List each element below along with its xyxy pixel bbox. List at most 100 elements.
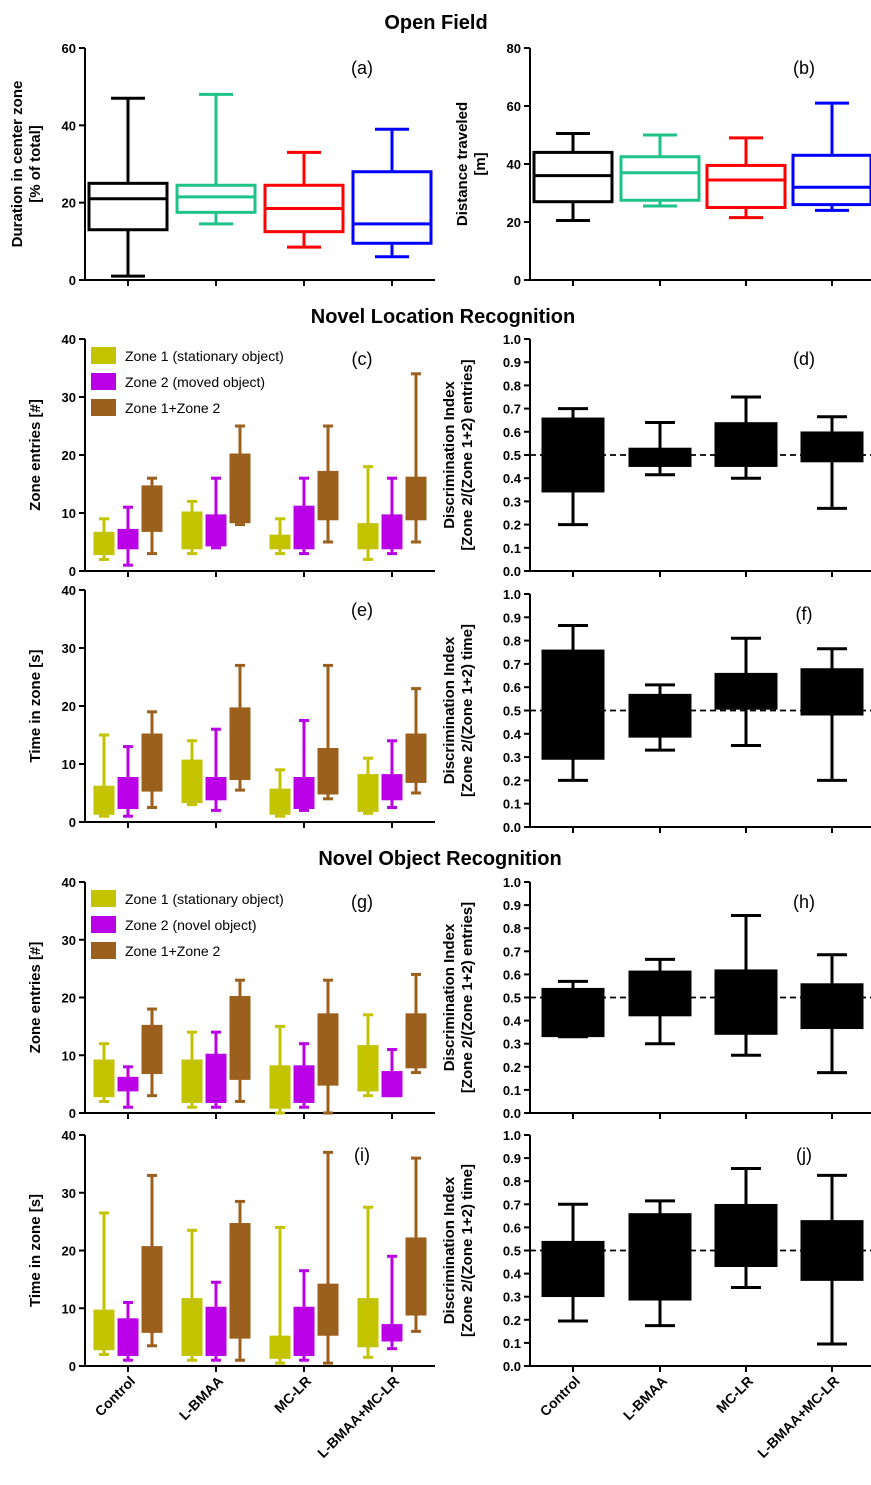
y-tick-label: 20 [62,699,76,714]
box-zone-2-l-bmaa-mc-lr [381,1254,403,1351]
y-tick-label: 1.0 [503,587,521,602]
box-l-bmaa [619,133,701,208]
box-iqr [141,485,163,532]
chart-panel: 0 20 40 60 Duration in center zone [% of tota… [9,41,435,288]
legend-label: Zone 1+Zone 2 [125,400,221,416]
box-zone-2-control [117,1300,139,1362]
y-axis-label: Discrimination Index [441,381,458,529]
box-zone-1-l-bmaa [181,499,203,556]
section-title-novel-location: Novel Location Recognition [311,306,575,328]
box-zone-2-mc-lr [293,1269,315,1362]
box-control [541,979,605,1039]
box-iqr [405,476,427,521]
box-iqr [541,1240,605,1298]
box-iqr [405,733,427,783]
panel-label: (j) [796,1145,812,1165]
y-tick-label: 20 [62,448,76,463]
box-iqr [181,511,203,550]
y-tick-label: 1.0 [503,332,521,347]
y-tick-label: 0.7 [503,657,521,672]
y-tick-label: 0.6 [503,680,521,695]
box-mc-lr [714,913,778,1057]
box-zone-2-control [117,745,139,818]
box-iqr [541,417,605,493]
box-zone-2-control [117,505,139,567]
box-iqr [93,1309,115,1351]
box-zone-1-zone-2-l-bmaa [229,1199,251,1362]
x-category-label: L-BMAA [620,1373,670,1423]
y-axis-label: Duration in center zone [9,81,26,248]
box-iqr [93,531,115,556]
y-tick-label: 40 [62,332,76,347]
box-zone-1-zone-2-l-bmaa-mc-lr [405,372,427,544]
box-iqr [628,970,692,1017]
box-iqr [205,514,227,547]
box-l-bmaa [628,957,692,1046]
panel-label: (e) [351,600,373,620]
y-tick-label: 0.9 [503,355,521,370]
panel-label: (g) [351,892,373,912]
y-tick-label: 0.6 [503,967,521,982]
box-iqr [229,996,251,1080]
box-iqr [181,759,203,804]
box-iqr [269,534,291,550]
box-zone-1-l-bmaa [181,1228,203,1362]
box-zone-2-mc-lr [293,476,315,556]
x-category-label: L-BMAA+MC-LR [314,1373,402,1461]
box-control [541,1202,605,1323]
box-l-bmaa-mc-lr [791,101,871,212]
box-zone-1-zone-2-mc-lr [317,1150,339,1365]
y-axis-label: [% of total] [27,125,44,202]
y-tick-label: 0.2 [503,1060,521,1075]
box-iqr [351,170,433,245]
panel-label: (h) [793,892,815,912]
box-zone-1-mc-lr [269,1225,291,1365]
y-tick-label: 0.0 [503,1106,521,1121]
box-iqr [141,1024,163,1075]
x-category-label: MC-LR [713,1373,756,1416]
y-axis-label: [Zone 2/(Zone 1+2) time] [459,1164,476,1337]
y-tick-label: 30 [62,641,76,656]
box-zone-1-control [93,1042,115,1103]
legend-swatch [91,890,116,907]
box-zone-2-l-bmaa-mc-lr [381,1047,403,1098]
box-iqr [269,788,291,815]
box-zone-1-l-bmaa [181,1030,203,1109]
y-tick-label: 0 [514,273,521,288]
box-zone-1-l-bmaa-mc-lr [357,756,379,815]
y-tick-label: 10 [62,1301,76,1316]
y-tick-label: 40 [62,118,76,133]
y-tick-label: 0.3 [503,1290,521,1305]
y-axis-label: Zone entries [#] [27,399,44,511]
box-iqr [800,431,864,463]
y-tick-label: 0.0 [503,820,521,835]
y-tick-label: 0.4 [503,1014,522,1029]
box-zone-2-mc-lr [293,1042,315,1109]
box-iqr [541,649,605,760]
y-axis-label: [m] [472,152,489,175]
box-iqr [93,785,115,815]
box-mc-lr [714,636,778,747]
y-axis-label: Discrimination Index [441,1176,458,1324]
box-iqr [381,1071,403,1098]
box-iqr [628,1213,692,1301]
box-zone-1-zone-2-control [141,1007,163,1098]
box-iqr [714,1203,778,1268]
chart-panel: 0.0 0.1 0.2 0.3 0.4 0.5 0.6 0.7 0.8 0.9 1.0 Discrim… [441,875,871,1121]
y-tick-label: 40 [62,875,76,890]
box-zone-1-l-bmaa-mc-lr [357,465,379,561]
box-l-bmaa [628,683,692,752]
chart-panel: 0.0 0.1 0.2 0.3 0.4 0.5 0.6 0.7 0.8 0.9 1.0 Discrim… [441,1128,871,1374]
y-tick-label: 0.8 [503,921,521,936]
y-tick-label: 0 [69,564,76,579]
box-control [541,407,605,527]
box-iqr [714,672,778,710]
y-axis-label: Distance traveled [454,102,471,226]
x-category-label: Control [92,1373,139,1420]
y-tick-label: 60 [507,99,521,114]
box-iqr [800,1220,864,1281]
y-axis-label: Time in zone [s] [27,649,44,762]
box-control [532,132,614,223]
panel-label: (a) [351,58,373,78]
box-zone-1-mc-lr [269,1024,291,1115]
